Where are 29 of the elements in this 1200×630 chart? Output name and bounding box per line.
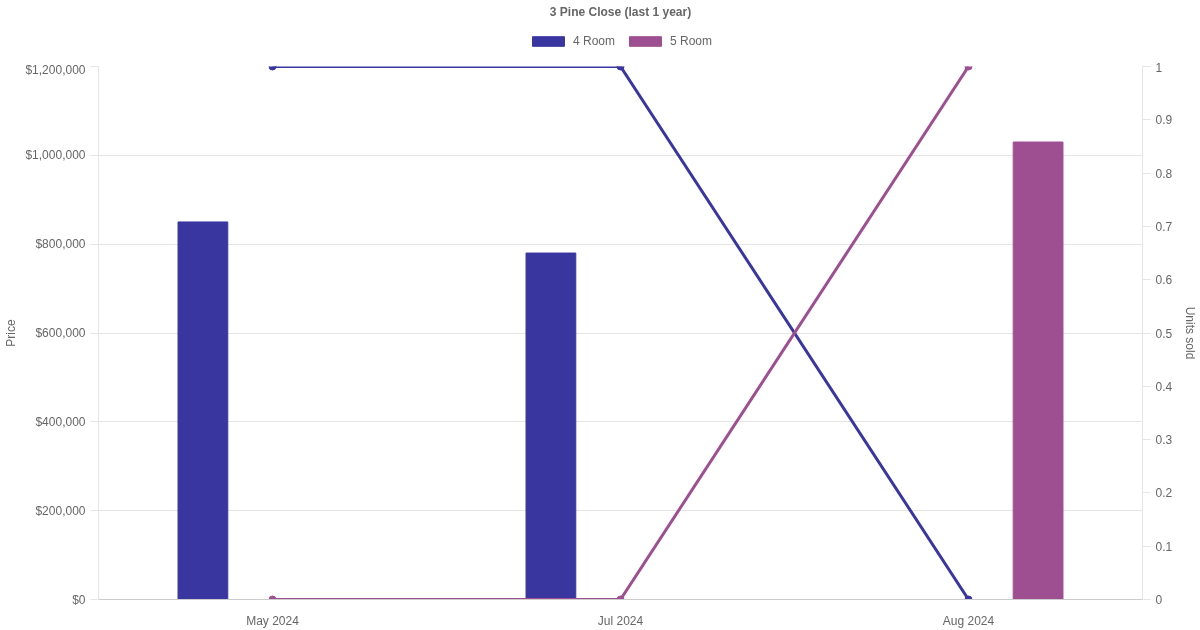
y2-tick-label: 0.9 xyxy=(1155,113,1173,128)
bar xyxy=(525,252,577,600)
y2-tick-label: 0.1 xyxy=(1155,539,1173,554)
y2-tick-label: 0.7 xyxy=(1155,219,1173,234)
y-tick-label: $600,000 xyxy=(35,326,86,340)
bar xyxy=(177,221,229,600)
y2-axis-title: Units sold xyxy=(1183,306,1198,360)
y-tick-label: $400,000 xyxy=(35,414,86,429)
y2-tick-label: 0.3 xyxy=(1155,433,1173,448)
y2-tick-label: 0.8 xyxy=(1155,166,1173,181)
bar xyxy=(1012,141,1064,600)
y2-tick-label: 0.5 xyxy=(1155,326,1173,341)
y-tick-label: $1,000,000 xyxy=(25,148,86,163)
y-tick-label: $1,200,000 xyxy=(25,62,86,77)
y2-tick-label: 1 xyxy=(1155,60,1163,75)
legend-label: 5 Room xyxy=(670,34,713,48)
y2-tick-label: 0 xyxy=(1155,593,1163,607)
y2-tick-label: 0.2 xyxy=(1155,486,1173,501)
y2-tick-label: 0.6 xyxy=(1155,273,1173,288)
x-tick-label: May 2024 xyxy=(246,613,300,628)
y-axis-title: Price xyxy=(4,319,19,347)
y-tick-label: $0 xyxy=(72,592,86,607)
y-tick-label: $800,000 xyxy=(35,237,86,252)
x-tick-label: Aug 2024 xyxy=(942,613,995,628)
x-tick-label: Jul 2024 xyxy=(597,613,644,628)
y2-tick-label: 0.4 xyxy=(1155,379,1173,394)
y-tick-label: $200,000 xyxy=(35,503,86,518)
legend-label: 4 Room xyxy=(572,34,615,48)
chart-title: 3 Pine Close (last 1 year) xyxy=(549,4,692,19)
